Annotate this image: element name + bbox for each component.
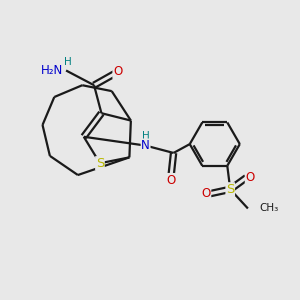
Text: O: O [202, 187, 211, 200]
Text: H: H [64, 57, 71, 67]
Text: O: O [166, 173, 175, 187]
Text: N: N [141, 139, 150, 152]
Text: O: O [245, 171, 255, 184]
Text: H: H [142, 131, 150, 141]
Text: CH₃: CH₃ [259, 203, 278, 214]
Text: H₂N: H₂N [41, 64, 63, 77]
Text: S: S [96, 157, 104, 170]
Text: S: S [226, 183, 234, 196]
Text: O: O [113, 65, 122, 79]
